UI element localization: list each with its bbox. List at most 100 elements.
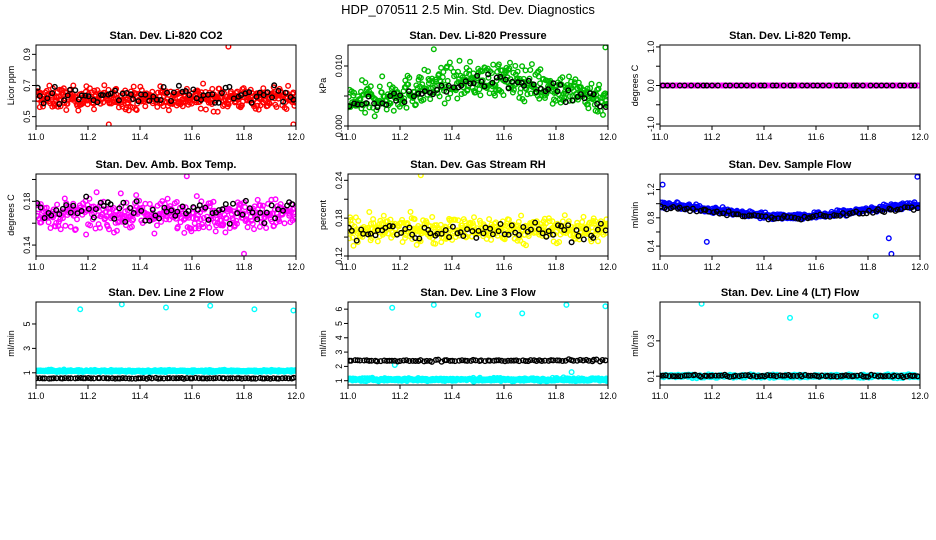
data-point	[670, 203, 677, 210]
data-point	[175, 82, 182, 89]
data-point	[559, 74, 566, 81]
data-point	[564, 81, 571, 88]
data-point	[748, 212, 755, 219]
data-point	[854, 372, 861, 379]
x-tick-label: 11.8	[236, 262, 253, 272]
data-point	[769, 82, 776, 89]
plot-frame	[347, 173, 609, 257]
data-point	[281, 220, 288, 227]
data-point	[539, 230, 546, 237]
data-points	[36, 45, 296, 126]
x-tick-label: 11.6	[184, 391, 201, 401]
data-point	[233, 220, 240, 227]
data-point	[438, 82, 445, 89]
data-point	[584, 85, 591, 92]
data-point	[100, 375, 107, 382]
data-point	[275, 87, 282, 94]
outlier-point	[568, 369, 575, 376]
data-point	[478, 78, 485, 85]
data-point	[253, 93, 260, 100]
data-point	[271, 82, 278, 89]
data-point	[138, 207, 145, 214]
data-point	[210, 198, 217, 205]
data-point	[894, 206, 901, 213]
data-point	[781, 212, 788, 219]
data-point	[515, 218, 522, 225]
data-point	[75, 96, 82, 103]
data-point	[755, 212, 762, 219]
data-point	[432, 240, 439, 247]
data-point	[59, 375, 66, 382]
data-point	[153, 222, 160, 229]
data-point	[736, 373, 743, 380]
data-point	[200, 80, 207, 87]
data-point	[160, 83, 167, 90]
data-point	[82, 375, 89, 382]
data-point	[244, 224, 251, 231]
data-point	[264, 89, 271, 96]
data-point	[761, 82, 768, 89]
data-point	[186, 91, 193, 98]
data-point	[239, 211, 246, 218]
data-point	[126, 375, 133, 382]
x-tick-label: 11.2	[704, 132, 721, 142]
outlier-point	[241, 250, 247, 256]
data-point	[502, 358, 509, 365]
data-point	[449, 357, 456, 364]
outlier-point	[475, 311, 482, 318]
outlier-point	[430, 302, 437, 308]
data-point	[107, 201, 114, 208]
data-point	[261, 220, 268, 227]
data-point	[53, 207, 60, 214]
data-point	[533, 358, 540, 365]
x-tick-label: 11.4	[132, 262, 149, 272]
data-point	[372, 232, 379, 239]
x-tick-label: 12.0	[287, 391, 305, 401]
data-point	[565, 222, 572, 229]
data-point	[219, 206, 226, 213]
data-point	[365, 93, 372, 100]
data-point	[516, 94, 523, 101]
data-point	[432, 356, 439, 363]
data-point	[123, 199, 130, 206]
data-point	[97, 199, 104, 206]
data-point	[348, 214, 354, 221]
data-point	[196, 202, 203, 209]
data-point	[227, 375, 234, 382]
data-point	[282, 375, 289, 382]
data-point	[59, 205, 66, 212]
data-point	[85, 93, 92, 100]
data-point	[391, 90, 398, 97]
data-point	[827, 373, 834, 380]
y-tick-label: 0.7	[22, 79, 32, 92]
data-point	[901, 82, 908, 89]
data-point	[111, 215, 118, 222]
data-point	[566, 93, 573, 100]
x-tick-label: 11.0	[28, 262, 45, 272]
data-point	[200, 224, 207, 231]
outlier-point	[519, 310, 526, 317]
data-point	[441, 100, 448, 107]
data-point	[518, 212, 525, 219]
data-point	[75, 107, 82, 114]
data-point	[152, 212, 159, 219]
data-point	[421, 88, 428, 95]
data-point	[149, 206, 156, 213]
data-point	[440, 68, 447, 75]
y-tick-label: 0.4	[646, 240, 656, 253]
data-point	[153, 96, 160, 103]
data-point	[194, 206, 201, 213]
y-tick-label: 0.18	[334, 209, 344, 227]
data-point	[41, 214, 48, 221]
data-point	[455, 217, 462, 224]
data-point	[70, 82, 77, 89]
series-selected	[660, 371, 920, 381]
data-point	[530, 81, 537, 88]
data-point	[348, 235, 353, 242]
data-point	[211, 99, 218, 106]
data-point	[537, 85, 544, 92]
data-point	[808, 372, 815, 379]
data-point	[280, 207, 287, 214]
panel-title: Stan. Dev. Li-820 Pressure	[409, 30, 546, 42]
data-point	[99, 92, 106, 99]
